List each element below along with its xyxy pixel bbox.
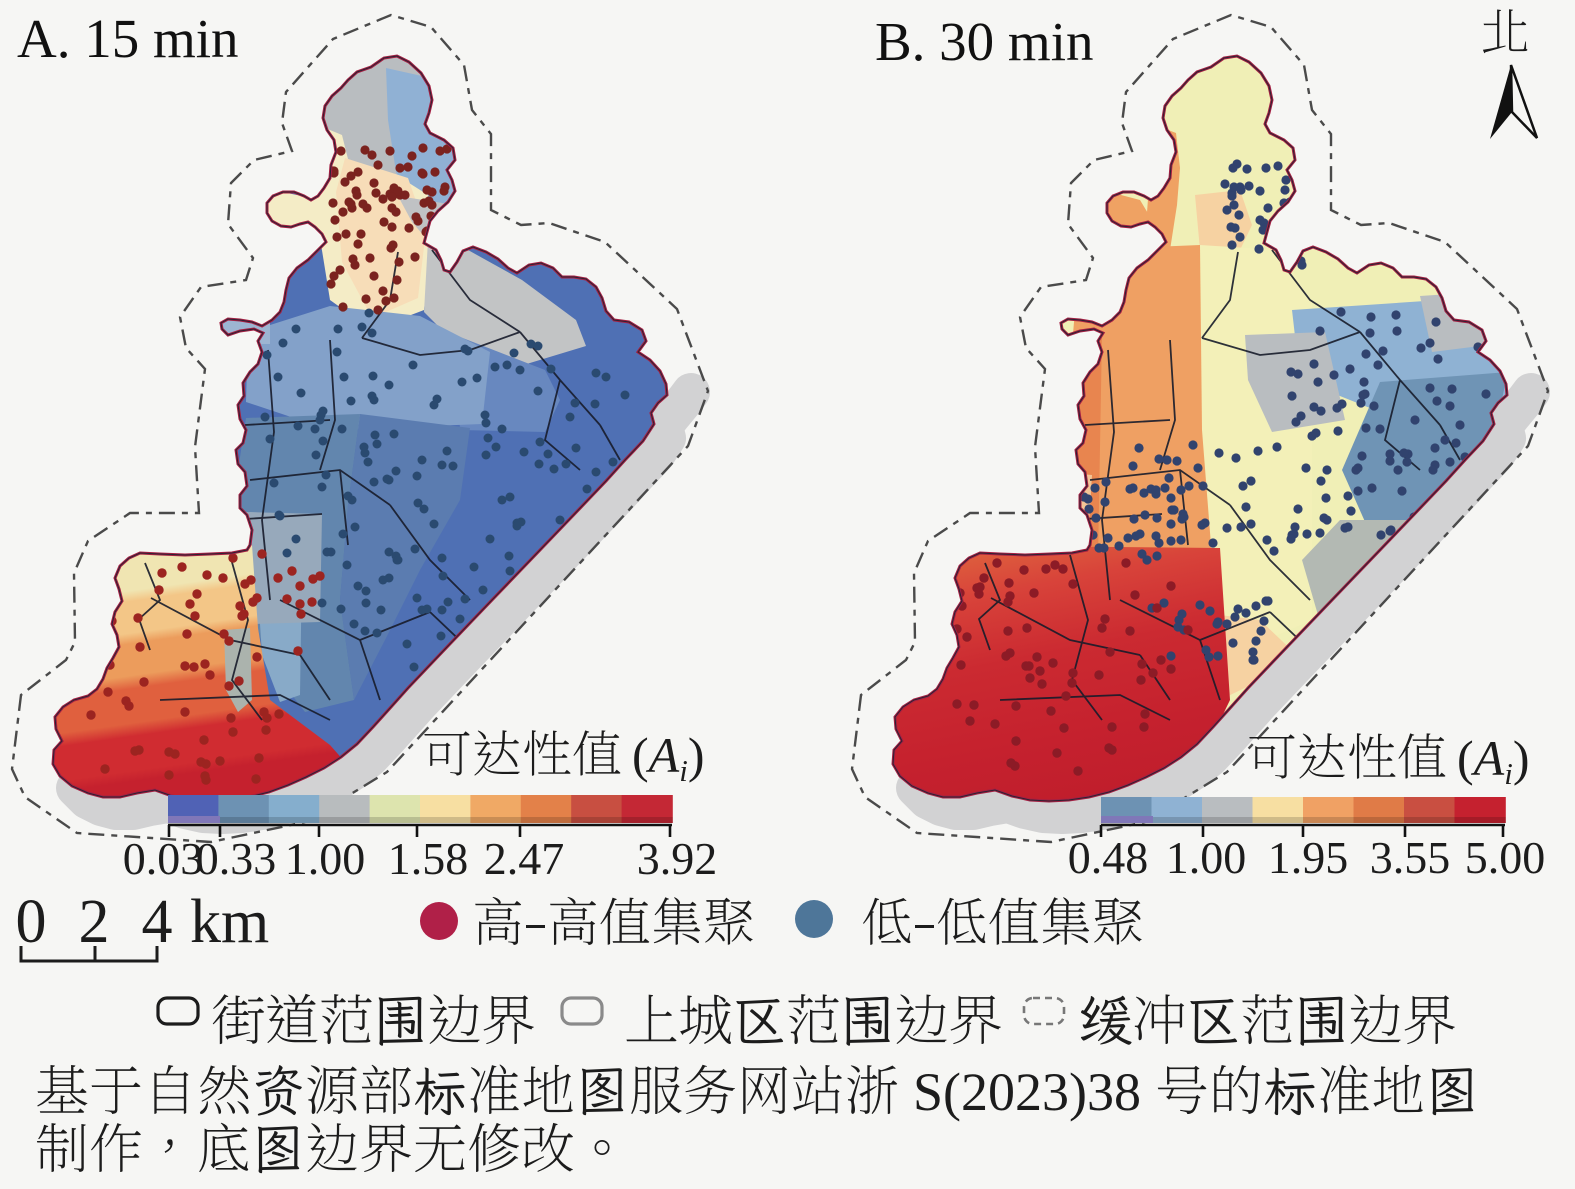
svg-text:1.00: 1.00	[285, 833, 366, 884]
svg-text:1.95: 1.95	[1268, 832, 1349, 883]
svg-text:S(2023)38: S(2023)38	[913, 1062, 1141, 1122]
svg-text:B. 30 min: B. 30 min	[875, 11, 1094, 72]
svg-text:3.92: 3.92	[637, 833, 718, 884]
svg-text:2.47: 2.47	[484, 833, 565, 884]
svg-text:2: 2	[79, 888, 110, 956]
svg-text:1.00: 1.00	[1166, 832, 1247, 883]
svg-text:0: 0	[16, 888, 47, 956]
svg-text:A. 15 min: A. 15 min	[17, 8, 239, 69]
svg-text:0.48: 0.48	[1068, 832, 1149, 883]
svg-text:4: 4	[142, 888, 173, 956]
svg-text:0.03: 0.03	[123, 833, 204, 884]
svg-text:3.55: 3.55	[1370, 832, 1451, 883]
svg-text:km: km	[190, 888, 269, 956]
svg-text:(Ai): (Ai)	[1457, 730, 1529, 791]
svg-text:1.58: 1.58	[388, 833, 469, 884]
svg-text:(Ai): (Ai)	[632, 727, 704, 788]
svg-text:0.33: 0.33	[196, 833, 277, 884]
svg-text:5.00: 5.00	[1465, 832, 1546, 883]
